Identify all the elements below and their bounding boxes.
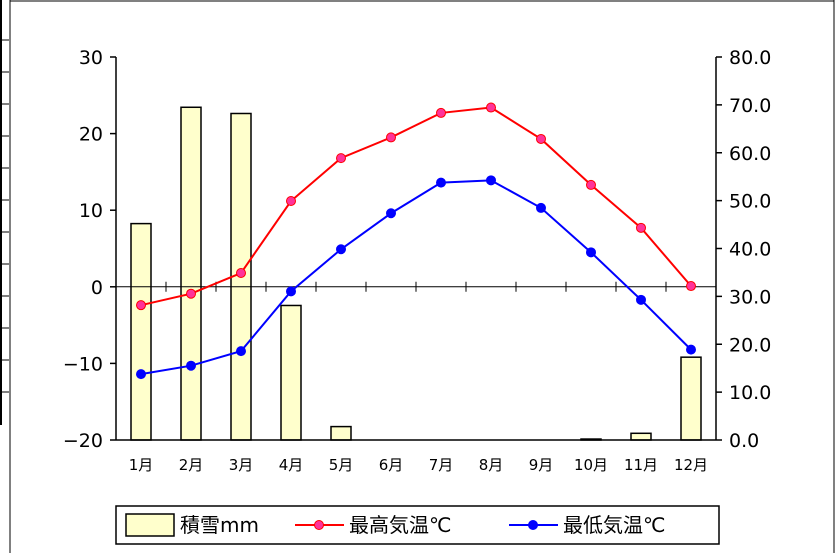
legend-label-max: 最高気温℃ bbox=[349, 513, 451, 537]
temperature-lines bbox=[136, 102, 696, 380]
right-tick-label: 80.0 bbox=[729, 47, 771, 69]
x-tick-label: 11月 bbox=[624, 456, 658, 474]
right-tick-label: 50.0 bbox=[729, 191, 771, 213]
max-temp-line bbox=[140, 106, 692, 307]
left-axis-labels: 30 20 10 0 −10 −20 bbox=[63, 47, 103, 452]
right-tick-label: 0.0 bbox=[729, 430, 759, 452]
x-tick-label: 12月 bbox=[674, 456, 708, 474]
right-tick-label: 30.0 bbox=[729, 286, 771, 308]
x-tick-label: 1月 bbox=[129, 456, 154, 474]
min-temp-point-8 bbox=[486, 175, 496, 186]
max-temp-point-4 bbox=[286, 196, 296, 207]
min-temp-point-11 bbox=[636, 294, 646, 305]
snow-bar-5 bbox=[330, 425, 352, 441]
min-temp-point-12 bbox=[686, 344, 696, 355]
legend-swatch-snow bbox=[125, 513, 175, 537]
min-temp-point-3 bbox=[236, 346, 246, 357]
right-tick-label: 40.0 bbox=[729, 239, 771, 261]
legend-label-min: 最低気温℃ bbox=[563, 513, 665, 537]
left-tick-label: 30 bbox=[79, 47, 103, 69]
legend-label-snow: 積雪mm bbox=[180, 513, 259, 537]
plot-axes bbox=[110, 56, 722, 441]
left-tick-label: −10 bbox=[63, 353, 103, 375]
max-temp-point-11 bbox=[636, 222, 646, 233]
max-temp-point-1 bbox=[136, 300, 146, 311]
max-temp-point-12 bbox=[686, 281, 696, 292]
right-axis-labels: 80.0 70.0 60.0 50.0 40.0 30.0 20.0 10.0 0.0 bbox=[729, 47, 771, 452]
left-tick-label: 20 bbox=[79, 124, 103, 146]
x-tick-label: 7月 bbox=[429, 456, 454, 474]
max-temp-point-10 bbox=[586, 179, 596, 190]
legend-box bbox=[115, 505, 720, 545]
max-temp-point-5 bbox=[336, 153, 346, 164]
snow-bar-2 bbox=[180, 106, 202, 441]
min-temp-point-5 bbox=[336, 244, 346, 255]
right-tick-label: 70.0 bbox=[729, 95, 771, 117]
max-temp-point-9 bbox=[536, 133, 546, 144]
max-temp-point-8 bbox=[486, 102, 496, 113]
right-tick-label: 20.0 bbox=[729, 334, 771, 356]
min-temp-point-4 bbox=[286, 286, 296, 297]
x-tick-label: 6月 bbox=[379, 456, 404, 474]
min-temp-line bbox=[140, 179, 692, 376]
snow-bar-11 bbox=[630, 432, 652, 441]
max-temp-point-3 bbox=[236, 268, 246, 279]
min-temp-point-2 bbox=[186, 360, 196, 371]
left-tick-label: −20 bbox=[63, 430, 103, 452]
snow-bar-4 bbox=[280, 304, 302, 441]
min-temp-point-10 bbox=[586, 247, 596, 258]
min-temp-point-9 bbox=[536, 202, 546, 213]
legend-marker-max bbox=[314, 520, 324, 530]
snow-bar-1 bbox=[130, 222, 152, 441]
min-temp-point-7 bbox=[436, 177, 446, 188]
legend: 積雪mm 最高気温℃ 最低気温℃ bbox=[115, 505, 720, 545]
max-temp-point-7 bbox=[436, 107, 446, 118]
x-tick-label: 4月 bbox=[279, 456, 304, 474]
max-temp-point-6 bbox=[386, 132, 396, 143]
x-axis-labels: 1月 2月 3月 4月 5月 6月 7月 8月 9月 10月 11月 12月 bbox=[129, 456, 708, 474]
x-tick-label: 5月 bbox=[329, 456, 354, 474]
min-temp-point-6 bbox=[386, 208, 396, 219]
left-tick-label: 10 bbox=[79, 200, 103, 222]
right-tick-label: 10.0 bbox=[729, 382, 771, 404]
max-temp-point-2 bbox=[186, 288, 196, 299]
right-tick-label: 60.0 bbox=[729, 143, 771, 165]
left-tick-label: 0 bbox=[91, 277, 103, 299]
x-tick-label: 3月 bbox=[229, 456, 254, 474]
legend-marker-min bbox=[528, 520, 538, 530]
left-edge-ticks bbox=[1, 39, 9, 393]
x-tick-label: 8月 bbox=[479, 456, 504, 474]
min-temp-point-1 bbox=[136, 369, 146, 380]
x-tick-label: 9月 bbox=[529, 456, 554, 474]
snow-bar-12 bbox=[680, 356, 702, 441]
x-tick-label: 2月 bbox=[179, 456, 204, 474]
x-tick-label: 10月 bbox=[574, 456, 608, 474]
